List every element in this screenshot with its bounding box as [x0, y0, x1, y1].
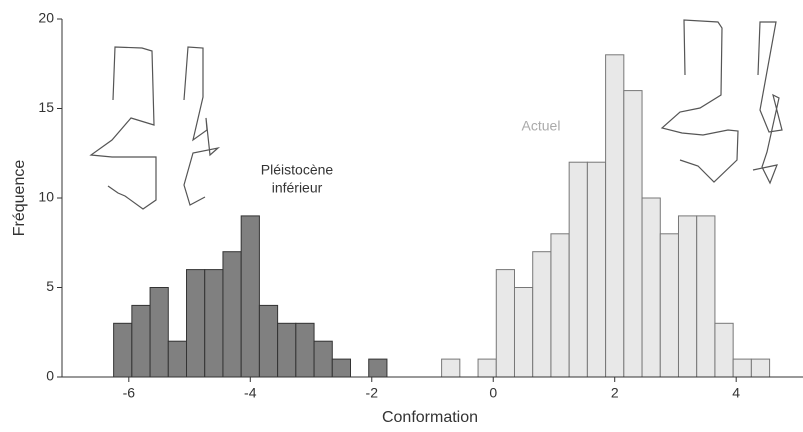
- annotation: inférieur: [272, 180, 323, 196]
- x-tick-label: -2: [366, 385, 379, 401]
- bar: [222, 251, 242, 378]
- y-axis-label: Fréquence: [11, 160, 28, 237]
- bar: [495, 269, 515, 378]
- bar: [641, 197, 661, 378]
- bar: [568, 161, 588, 378]
- y-tick-label: 10: [38, 189, 54, 205]
- bar: [750, 358, 771, 378]
- y-tick-label: 0: [46, 368, 54, 384]
- bar: [258, 304, 279, 378]
- bar: [605, 54, 625, 378]
- annotation: Pléistocène: [261, 162, 334, 178]
- bar: [149, 287, 169, 378]
- bar: [313, 340, 333, 378]
- bar: [167, 340, 188, 378]
- bar: [240, 215, 260, 378]
- y-tick-label: 15: [38, 99, 54, 115]
- bar: [331, 358, 352, 378]
- x-tick-label: -4: [244, 385, 257, 401]
- bar: [714, 322, 734, 378]
- x-tick-label: -6: [123, 385, 136, 401]
- x-tick-label: 2: [611, 385, 619, 401]
- bar: [477, 358, 497, 378]
- skeleton-drawings: [89, 19, 783, 210]
- x-tick-label: 0: [489, 385, 497, 401]
- bar: [550, 233, 570, 378]
- bar: [659, 233, 679, 378]
- bar: [623, 90, 643, 378]
- bar: [532, 251, 552, 378]
- bar: [113, 322, 133, 378]
- bar: [295, 322, 315, 378]
- bar: [186, 269, 206, 378]
- bar: [586, 161, 607, 378]
- y-tick-label: 5: [46, 278, 54, 294]
- x-tick-label: 4: [732, 385, 740, 401]
- bar: [204, 269, 224, 378]
- bar: [732, 358, 752, 378]
- bar: [677, 215, 698, 378]
- bar: [277, 322, 297, 378]
- x-axis-label: Conformation: [382, 409, 478, 426]
- bar: [131, 304, 151, 378]
- bar: [368, 358, 388, 378]
- y-tick-label: 20: [38, 10, 54, 26]
- annotation: Actuel: [522, 118, 561, 134]
- bar: [441, 358, 461, 378]
- bar: [696, 215, 716, 378]
- bar: [513, 287, 534, 378]
